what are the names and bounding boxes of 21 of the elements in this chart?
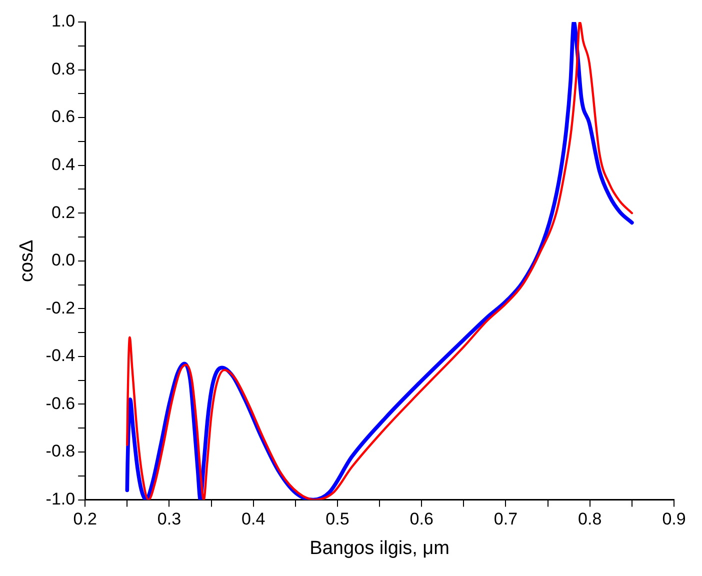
y-tick-label: 1.0	[51, 12, 76, 31]
x-tick-label: 0.6	[410, 510, 434, 529]
x-axis-title: Bangos ilgis, μm	[310, 538, 450, 559]
y-tick-label: -1.0	[46, 489, 76, 508]
y-axis-title: cosΔ	[16, 239, 38, 282]
y-tick-label: 0.6	[51, 107, 76, 126]
x-tick-label: 0.5	[326, 510, 350, 529]
x-tick-label: 0.4	[242, 510, 266, 529]
y-tick-label: 0.4	[51, 155, 76, 174]
x-tick-label: 0.8	[578, 510, 602, 529]
x-tick-label: 0.3	[157, 510, 182, 529]
y-tick-label: -0.8	[46, 442, 76, 461]
y-tick-label: 0.8	[51, 59, 76, 78]
x-tick-label: 0.7	[494, 510, 518, 529]
y-tick-label: -0.2	[46, 298, 76, 318]
y-tick-label: -0.6	[46, 394, 76, 413]
x-tick-label: 0.2	[73, 510, 97, 529]
x-tick-label: 0.9	[662, 510, 686, 529]
y-tick-label: -0.4	[46, 346, 76, 366]
y-tick-label: 0.0	[51, 250, 76, 270]
y-tick-label: 0.2	[51, 202, 76, 222]
